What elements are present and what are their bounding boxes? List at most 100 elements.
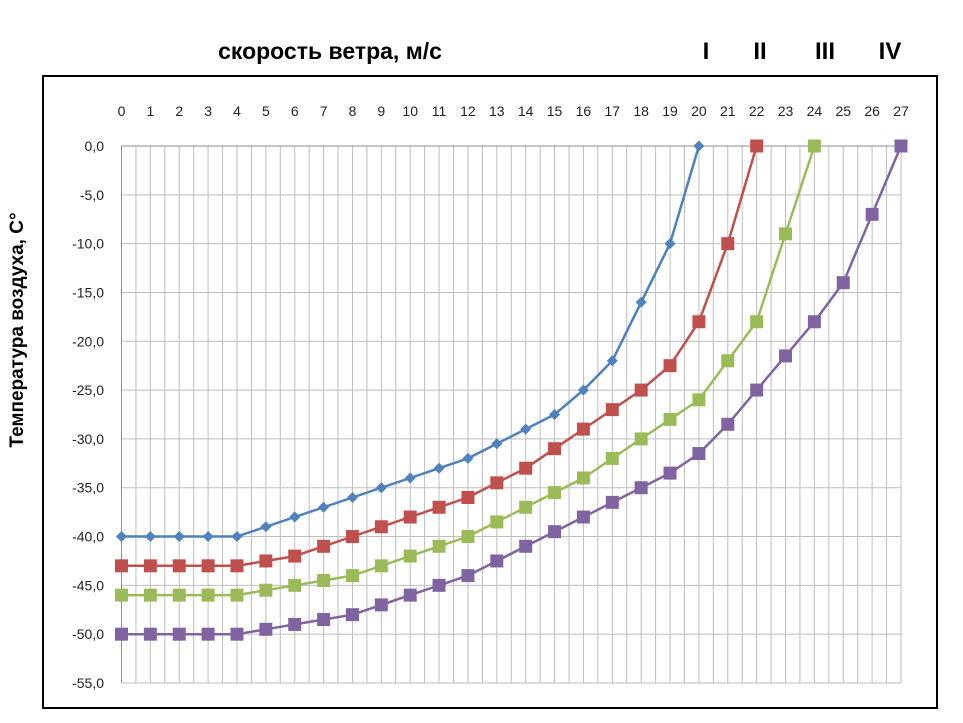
data-point <box>635 296 647 308</box>
x-tick-label: 13 <box>489 103 505 119</box>
x-tick-label: 10 <box>402 103 418 119</box>
data-point <box>605 451 619 465</box>
data-point <box>462 452 474 464</box>
series-label-iii: III <box>814 38 836 65</box>
data-point <box>432 500 446 514</box>
data-point <box>836 276 850 290</box>
data-point <box>721 417 735 431</box>
data-point <box>288 617 302 631</box>
series-label-ii: II <box>753 38 767 65</box>
x-tick-label: 11 <box>432 103 447 119</box>
x-tick-label: 12 <box>460 103 476 119</box>
data-point <box>692 447 706 461</box>
data-point <box>403 549 417 563</box>
data-point <box>404 472 416 484</box>
x-tick-label: 21 <box>720 103 736 119</box>
data-point <box>201 588 215 602</box>
data-point <box>173 531 185 543</box>
y-tick-label: -5,0 <box>80 187 104 203</box>
data-point <box>519 461 533 475</box>
y-tick-label: -15,0 <box>72 284 104 300</box>
data-point <box>433 462 445 474</box>
data-point <box>605 495 619 509</box>
x-tick-label: 8 <box>349 103 357 119</box>
data-point <box>116 531 127 543</box>
data-point <box>374 559 388 573</box>
data-point <box>318 501 330 513</box>
data-point <box>461 490 475 504</box>
data-point <box>230 627 244 641</box>
y-tick-label: -45,0 <box>72 577 104 593</box>
data-point <box>374 520 388 534</box>
series-label-iv: IV <box>878 38 902 65</box>
y-tick-label: -35,0 <box>72 480 104 496</box>
x-tick-label: 17 <box>605 103 621 119</box>
data-point <box>346 491 358 503</box>
data-point <box>403 588 417 602</box>
y-tick-label: 0,0 <box>85 138 105 154</box>
data-point <box>201 627 215 641</box>
data-point <box>115 627 128 641</box>
data-point <box>519 500 533 514</box>
data-point <box>692 393 706 407</box>
data-point <box>779 227 793 241</box>
x-tick-label: 5 <box>262 103 270 119</box>
data-point <box>260 521 272 533</box>
data-point <box>807 139 821 153</box>
data-point <box>115 559 128 573</box>
x-tick-label: 20 <box>691 103 707 119</box>
y-tick-label: -20,0 <box>72 333 104 349</box>
data-point <box>548 486 562 500</box>
data-point <box>461 530 475 544</box>
data-point <box>202 531 214 543</box>
data-point <box>519 539 533 553</box>
y-tick-label: -40,0 <box>72 529 104 545</box>
data-point <box>432 578 446 592</box>
y-tick-label: -10,0 <box>72 236 104 252</box>
data-point <box>750 383 764 397</box>
data-point <box>577 384 589 396</box>
series-group <box>115 139 908 641</box>
data-point <box>663 466 677 480</box>
data-point <box>576 510 590 524</box>
y-tick-labels: 0,0 -5,0 -10,0 -15,0 -20,0 -25,0 -30,0 -35,0 -40… <box>72 138 104 691</box>
x-tick-label: 7 <box>320 103 328 119</box>
x-axis-title: скорость ветра, м/с <box>218 38 442 64</box>
data-point <box>172 627 186 641</box>
x-tick-label: 26 <box>864 103 880 119</box>
x-tick-label: 6 <box>291 103 299 119</box>
data-point <box>865 207 879 221</box>
series-label-i: I <box>702 38 710 65</box>
data-point <box>750 139 764 153</box>
data-point <box>432 539 446 553</box>
data-point <box>259 622 273 636</box>
data-point <box>172 588 186 602</box>
y-tick-label: -50,0 <box>72 626 104 642</box>
data-point <box>664 238 676 250</box>
data-point <box>634 432 648 446</box>
data-point <box>779 349 793 363</box>
data-point <box>605 403 619 417</box>
chart-frame <box>42 75 938 709</box>
x-tick-label: 22 <box>749 103 765 119</box>
data-point <box>288 549 302 563</box>
x-tick-label: 14 <box>518 103 534 119</box>
data-point <box>461 569 475 583</box>
data-point <box>663 359 677 373</box>
data-point <box>490 554 504 568</box>
x-tick-label: 25 <box>835 103 851 119</box>
data-point <box>403 510 417 524</box>
data-point <box>721 237 735 251</box>
x-tick-label: 4 <box>233 103 241 119</box>
data-point <box>345 530 359 544</box>
x-tick-label: 9 <box>377 103 385 119</box>
data-point <box>143 627 157 641</box>
x-tick-label: 2 <box>175 103 183 119</box>
data-point <box>576 471 590 485</box>
x-tick-label: 24 <box>807 103 823 119</box>
x-tick-label: 0 <box>118 103 126 119</box>
data-point <box>317 539 331 553</box>
data-point <box>345 569 359 583</box>
data-point <box>894 139 908 153</box>
x-tick-label: 1 <box>146 103 154 119</box>
